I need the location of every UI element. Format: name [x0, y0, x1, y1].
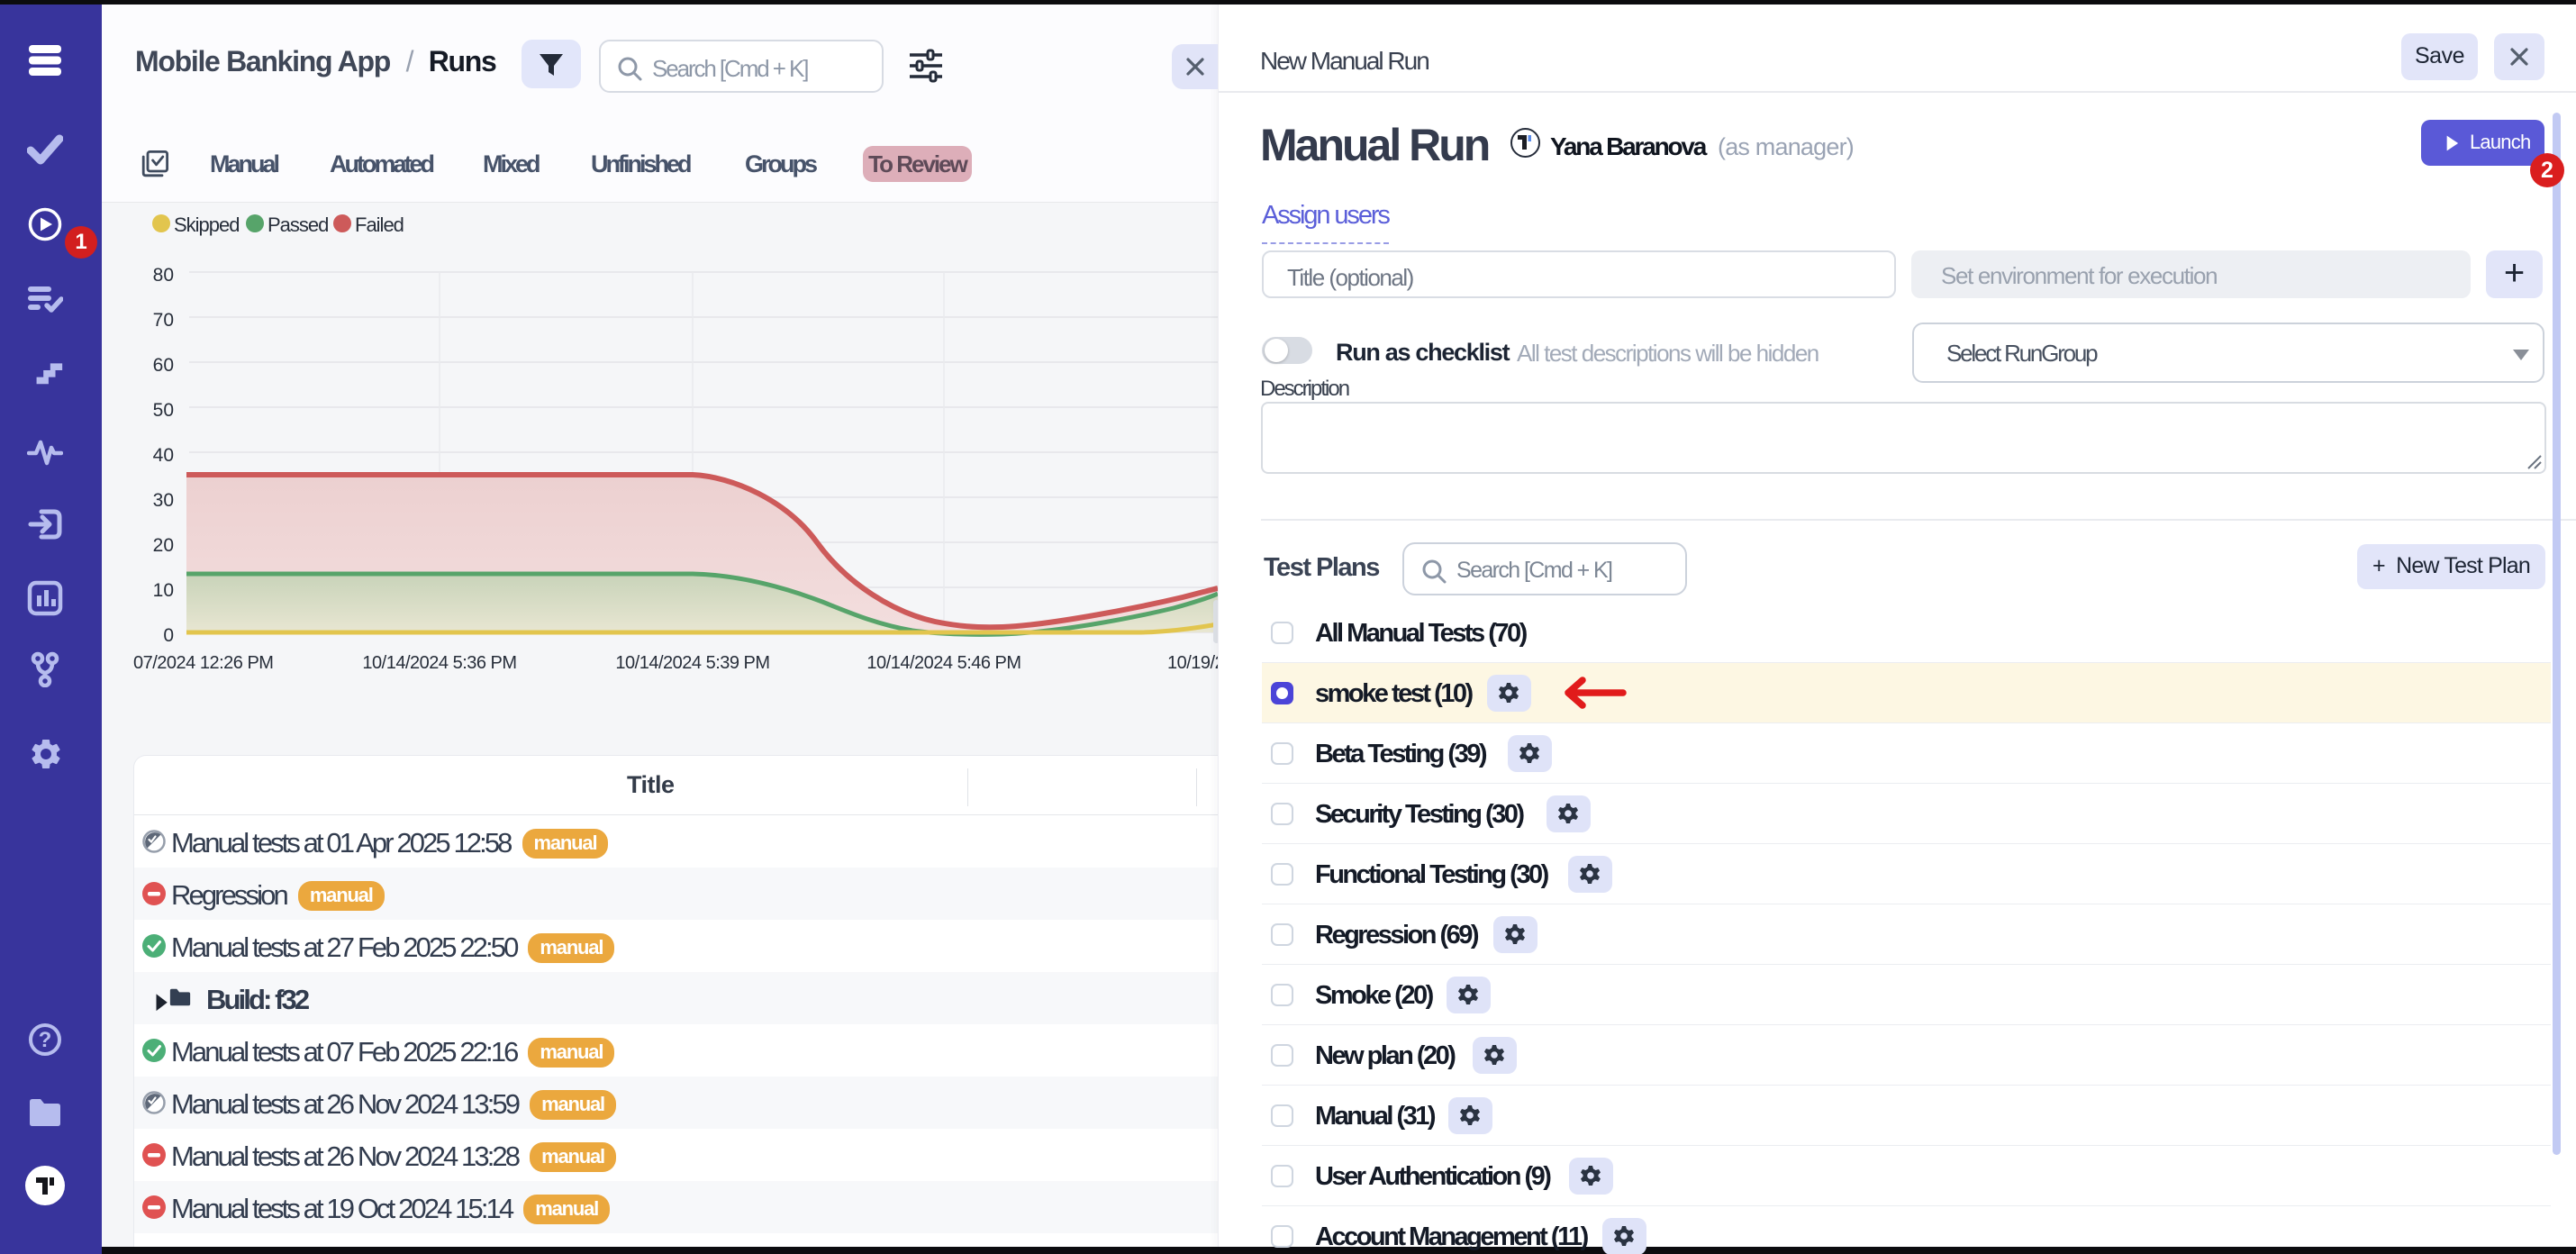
- svg-text:Skipped: Skipped: [174, 214, 240, 236]
- svg-text:10/14/2024 5:46 PM: 10/14/2024 5:46 PM: [866, 653, 1020, 673]
- svg-text:10/19/2024: 10/19/2024: [1167, 653, 1218, 673]
- svg-text:70: 70: [153, 310, 174, 331]
- svg-text:50: 50: [153, 400, 174, 421]
- svg-text:80: 80: [153, 265, 174, 286]
- svg-text:30: 30: [153, 490, 174, 511]
- svg-text:?: ?: [39, 1028, 52, 1052]
- svg-text:60: 60: [153, 355, 174, 376]
- svg-text:Failed: Failed: [355, 214, 404, 236]
- svg-text:10/14/2024 5:39 PM: 10/14/2024 5:39 PM: [615, 653, 769, 673]
- svg-text:10/14/2024 5:36 PM: 10/14/2024 5:36 PM: [362, 653, 516, 673]
- svg-text:20: 20: [153, 535, 174, 556]
- svg-text:Passed: Passed: [268, 214, 328, 236]
- svg-text:07/2024 12:26 PM: 07/2024 12:26 PM: [133, 653, 273, 673]
- svg-text:0: 0: [163, 625, 174, 646]
- svg-text:10: 10: [153, 580, 174, 601]
- svg-text:40: 40: [153, 445, 174, 466]
